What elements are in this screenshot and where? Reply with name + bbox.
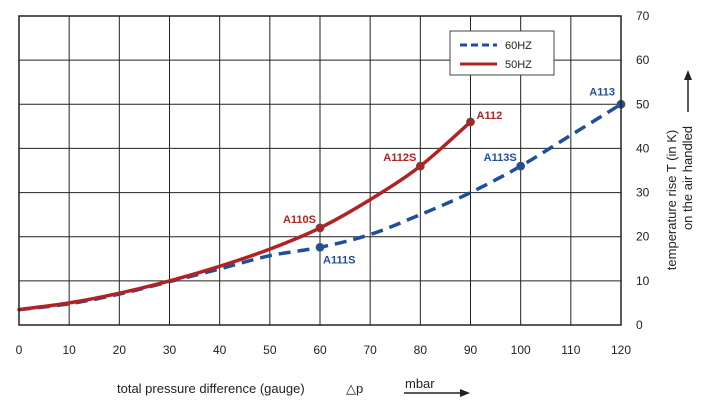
x-axis-arrowhead	[460, 389, 470, 397]
point-label-a110s: A110S	[283, 214, 316, 226]
x-tick-110: 110	[561, 343, 580, 357]
plot-frame	[18, 15, 622, 326]
x-tick-10: 10	[62, 343, 76, 357]
x-tick-labels: 0 10 20 30 40 50 60 70 80 90 100 110 120	[16, 343, 632, 357]
x-tick-50: 50	[263, 343, 277, 357]
y-tick-0: 0	[636, 318, 643, 332]
point-a112	[466, 117, 475, 127]
x-tick-40: 40	[213, 343, 227, 357]
x-tick-90: 90	[464, 343, 478, 357]
y-tick-20: 20	[636, 230, 650, 244]
point-label-a113s: A113S	[484, 152, 517, 164]
point-a110s	[315, 223, 325, 233]
point-label-a113: A113	[589, 86, 615, 98]
x-axis-title: total pressure difference (gauge) △p mba…	[117, 376, 470, 397]
x-tick-60: 60	[313, 343, 327, 357]
x-tick-30: 30	[163, 343, 177, 357]
point-a112s	[415, 161, 425, 171]
legend-60hz-label: 60HZ	[505, 40, 532, 52]
x-tick-70: 70	[363, 343, 377, 357]
y-axis-title: temperature rise T (in K) on the air han…	[664, 70, 695, 270]
legend-box	[449, 30, 555, 76]
y-axis-label-line1: temperature rise T (in K)	[664, 130, 679, 270]
legend: 60HZ 50HZ	[449, 30, 555, 76]
y-tick-40: 40	[636, 141, 650, 155]
series-50hz-line	[17, 120, 473, 312]
x-tick-0: 0	[16, 343, 23, 357]
point-a113s	[516, 161, 526, 171]
y-tick-70: 70	[636, 9, 650, 23]
x-tick-20: 20	[113, 343, 127, 357]
x-axis-label: total pressure difference (gauge)	[117, 381, 305, 396]
point-label-a112: A112	[477, 110, 503, 122]
point-label-a111s: A111S	[323, 254, 355, 266]
legend-50hz-label: 50HZ	[505, 59, 532, 71]
y-tick-60: 60	[636, 53, 650, 67]
y-tick-labels: 0 10 20 30 40 50 60 70	[636, 9, 650, 332]
data-points: A110S A112S A112 A111S A113S A113	[283, 86, 626, 266]
point-a111s	[315, 242, 325, 252]
y-tick-10: 10	[636, 274, 650, 288]
x-tick-80: 80	[414, 343, 428, 357]
x-tick-100: 100	[511, 343, 531, 357]
delta-p-symbol: △p	[346, 381, 363, 396]
y-tick-50: 50	[636, 97, 650, 111]
x-tick-120: 120	[611, 343, 631, 357]
y-axis-label-line2: on the air handled	[680, 126, 695, 230]
point-label-a112s: A112S	[383, 152, 416, 164]
x-axis-unit: mbar	[405, 376, 435, 391]
y-axis-arrowhead	[684, 70, 692, 80]
y-tick-30: 30	[636, 186, 650, 200]
